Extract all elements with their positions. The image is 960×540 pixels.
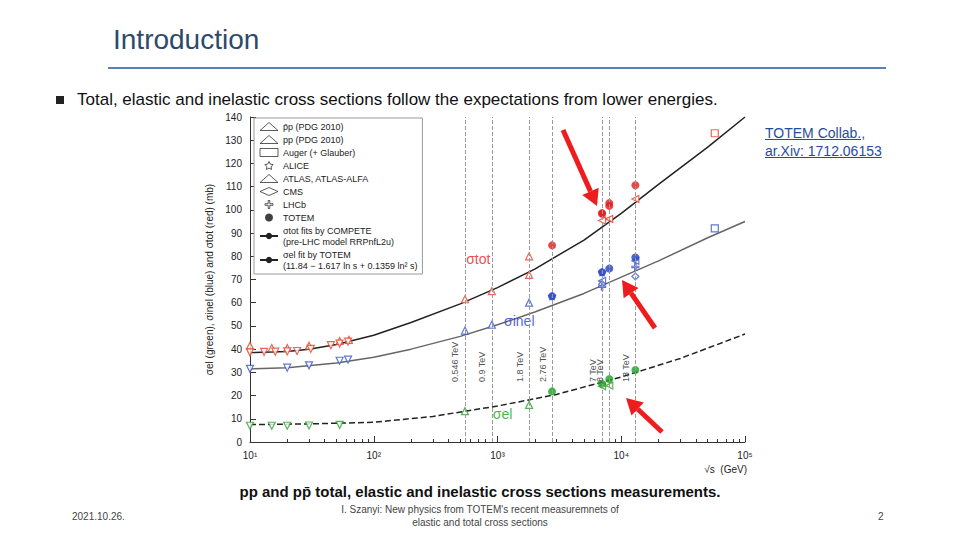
- html-text:2021.10.26.: 2021.10.26.: [72, 511, 125, 522]
- svg-text:σel: σel: [493, 406, 513, 422]
- svg-text:10⁵: 10⁵: [737, 450, 752, 461]
- svg-text:120: 120: [225, 158, 242, 169]
- svg-text:CMS: CMS: [283, 187, 303, 197]
- svg-text:130: 130: [225, 135, 242, 146]
- svg-text:80: 80: [231, 251, 243, 262]
- svg-text:TOTEM: TOTEM: [283, 213, 314, 223]
- html-text:Introduction: Introduction: [113, 24, 260, 55]
- svg-text:σel fit by TOTEM: σel fit by TOTEM: [283, 250, 351, 260]
- html-text:TOTEM Collab.,: TOTEM Collab.,: [765, 125, 866, 141]
- svg-text:σtot fits by COMPETE: σtot fits by COMPETE: [283, 226, 372, 236]
- svg-text:100: 100: [225, 204, 242, 215]
- svg-text:60: 60: [231, 297, 243, 308]
- svg-text:8 TeV: 8 TeV: [595, 359, 605, 382]
- svg-text:20: 20: [231, 390, 243, 401]
- svg-text:(pre-LHC model RRPnfL2u): (pre-LHC model RRPnfL2u): [283, 237, 394, 247]
- svg-text:50: 50: [231, 320, 243, 331]
- svg-text:0.546 TeV: 0.546 TeV: [450, 342, 460, 382]
- svg-text:pp (PDG 2010): pp (PDG 2010): [283, 135, 344, 145]
- svg-text:110: 110: [226, 181, 242, 192]
- html-text:elastic and total cross sectio: elastic and total cross sections: [412, 517, 548, 528]
- svg-text:Auger (+ Glauber): Auger (+ Glauber): [283, 148, 355, 158]
- svg-text:0: 0: [236, 437, 242, 448]
- svg-text:10: 10: [231, 413, 243, 424]
- svg-text:1.8 TeV: 1.8 TeV: [515, 352, 525, 382]
- html-text:Total, elastic and inelastic c: Total, elastic and inelastic cross secti…: [77, 90, 718, 109]
- svg-text:90: 90: [231, 228, 243, 239]
- html-text:ar.Xiv: 1712.06153: ar.Xiv: 1712.06153: [765, 143, 882, 159]
- svg-text:√s (GeV): √s (GeV): [704, 464, 747, 475]
- svg-text:10³: 10³: [490, 450, 505, 461]
- svg-text:7 TeV: 7 TeV: [587, 359, 598, 382]
- html-text:2: 2: [878, 511, 884, 522]
- svg-text:10¹: 10¹: [243, 450, 258, 461]
- svg-text:p̄p (PDG 2010): p̄p (PDG 2010): [283, 122, 344, 132]
- svg-text:40: 40: [231, 344, 243, 355]
- svg-text:ATLAS, ATLAS-ALFA: ATLAS, ATLAS-ALFA: [283, 174, 368, 184]
- svg-text:10²: 10²: [367, 450, 382, 461]
- svg-text:2.76 TeV: 2.76 TeV: [538, 347, 548, 382]
- svg-text:ALICE: ALICE: [283, 161, 309, 171]
- svg-text:70: 70: [231, 274, 243, 285]
- svg-text:σtot: σtot: [466, 251, 490, 267]
- svg-text:(11.84 − 1.617 ln s + 0.1359 l: (11.84 − 1.617 ln s + 0.1359 ln² s): [283, 261, 417, 271]
- svg-text:σinel: σinel: [504, 313, 535, 330]
- svg-text:30: 30: [231, 367, 243, 378]
- svg-text:13 TeV: 13 TeV: [621, 354, 631, 382]
- svg-text:10⁴: 10⁴: [614, 450, 629, 461]
- html-text:I. Szanyi: New physics from TO: I. Szanyi: New physics from TOTEM's rece…: [341, 504, 619, 515]
- svg-text:σel (green), σinel (blue) and: σel (green), σinel (blue) and σtot (red)…: [204, 184, 215, 375]
- svg-text:0.9 TeV: 0.9 TeV: [477, 352, 487, 382]
- svg-text:pp and pp̄ total, elastic and: pp and pp̄ total, elastic and inelastic …: [240, 483, 721, 500]
- svg-text:LHCb: LHCb: [283, 200, 306, 210]
- svg-text:140: 140: [225, 112, 242, 123]
